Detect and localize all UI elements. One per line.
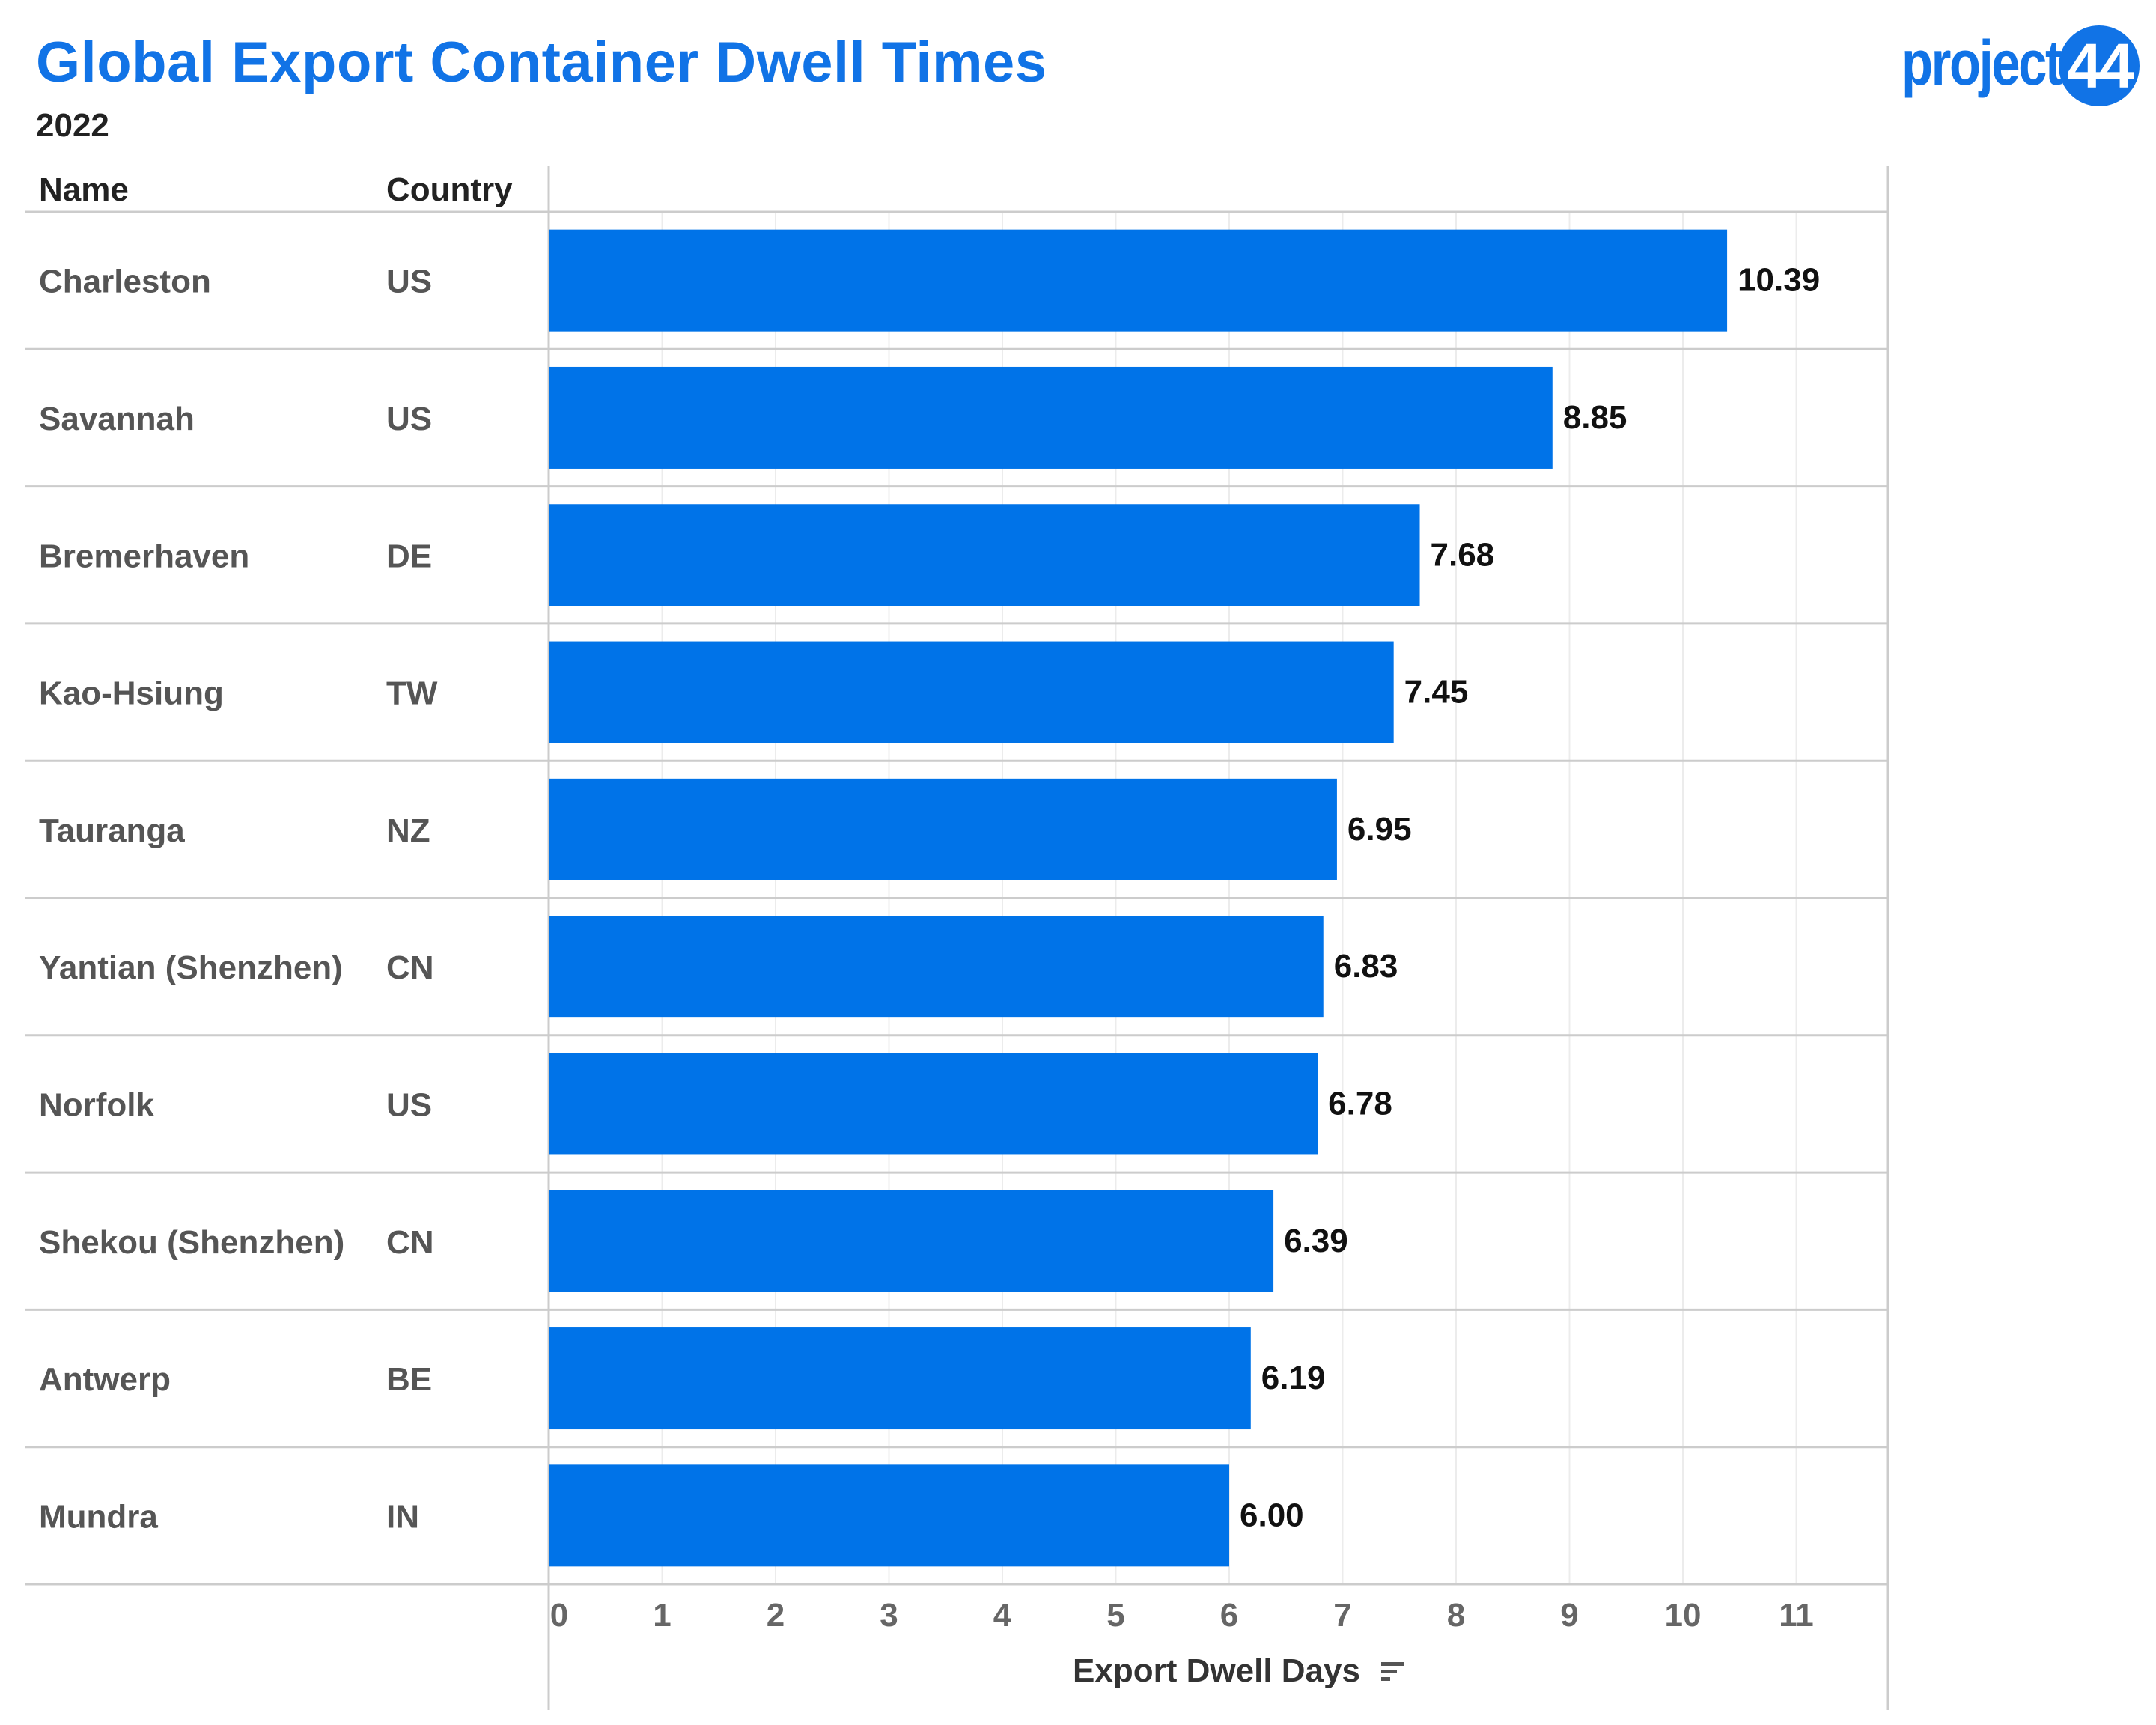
bar[interactable] <box>549 504 1420 606</box>
chart-subtitle: 2022 <box>36 107 109 144</box>
port-name: Shekou (Shenzhen) <box>39 1224 344 1261</box>
port-name: Charleston <box>39 264 211 300</box>
port-name: Norfolk <box>39 1086 155 1123</box>
bar[interactable] <box>549 229 1728 332</box>
port-name: Bremerhaven <box>39 538 249 574</box>
x-tick-label: 1 <box>653 1597 671 1634</box>
bar[interactable] <box>549 778 1337 880</box>
project44-logo: project 44 <box>1901 22 2149 112</box>
chart-title: Global Export Container Dwell Times <box>36 31 1047 94</box>
table-row[interactable]: Charleston US 10.39 <box>39 229 1820 332</box>
value-label: 6.19 <box>1261 1360 1326 1396</box>
port-country: DE <box>386 538 432 574</box>
port-country: US <box>386 264 432 300</box>
bar[interactable] <box>549 1464 1229 1567</box>
x-tick-label: 3 <box>880 1597 898 1634</box>
value-label: 6.78 <box>1328 1085 1392 1122</box>
table-row[interactable]: Tauranga NZ 6.95 <box>39 778 1412 880</box>
x-tick-label: 5 <box>1106 1597 1124 1634</box>
value-label: 6.95 <box>1348 811 1412 848</box>
bar[interactable] <box>549 1053 1318 1155</box>
port-name: Savannah <box>39 401 195 437</box>
x-axis-label: Export Dwell Days <box>1073 1652 1360 1689</box>
port-country: CN <box>386 949 434 986</box>
table-row[interactable]: Antwerp BE 6.19 <box>39 1327 1326 1430</box>
table-row[interactable]: Yantian (Shenzhen) CN 6.83 <box>39 916 1398 1018</box>
port-name: Mundra <box>39 1498 158 1535</box>
x-tick-label: 2 <box>767 1597 785 1634</box>
x-tick-label: 10 <box>1665 1597 1702 1634</box>
x-tick-label: 6 <box>1220 1597 1238 1634</box>
value-label: 6.39 <box>1284 1223 1348 1259</box>
x-tick-label: 4 <box>993 1597 1012 1634</box>
x-tick-label: 9 <box>1560 1597 1578 1634</box>
port-name: Kao-Hsiung <box>39 675 224 712</box>
table-row[interactable]: Norfolk US 6.78 <box>39 1053 1392 1155</box>
column-header-name: Name <box>39 171 129 208</box>
logo-badge: 44 <box>2059 25 2140 106</box>
port-country: CN <box>386 1224 434 1261</box>
x-tick-label: 8 <box>1447 1597 1465 1634</box>
port-country: BE <box>386 1361 432 1398</box>
x-tick-label: 7 <box>1333 1597 1351 1634</box>
x-tick-label: 0 <box>550 1597 568 1634</box>
port-country: TW <box>386 675 438 712</box>
port-name: Tauranga <box>39 812 185 849</box>
value-label: 7.45 <box>1404 674 1469 711</box>
port-country: US <box>386 1086 432 1123</box>
table-row[interactable]: Bremerhaven DE 7.68 <box>39 504 1494 606</box>
bar[interactable] <box>549 1327 1251 1430</box>
port-country: IN <box>386 1498 419 1535</box>
bar[interactable] <box>549 1190 1274 1292</box>
value-label: 7.68 <box>1431 536 1495 573</box>
port-name: Antwerp <box>39 1361 171 1398</box>
table-row[interactable]: Mundra IN 6.00 <box>39 1464 1304 1567</box>
x-tick-label: 11 <box>1779 1597 1814 1634</box>
table-row[interactable]: Kao-Hsiung TW 7.45 <box>39 641 1469 743</box>
sort-icon[interactable] <box>1381 1662 1404 1681</box>
port-country: NZ <box>386 812 430 849</box>
bar[interactable] <box>549 366 1553 469</box>
port-country: US <box>386 401 432 437</box>
value-label: 6.00 <box>1240 1497 1304 1533</box>
logo-text: project <box>1901 28 2062 98</box>
x-axis-title[interactable]: Export Dwell Days <box>1073 1652 1404 1689</box>
chart-rows: Charleston US 10.39 Savannah US 8.85 Bremerhav… <box>39 229 1820 1567</box>
table-row[interactable]: Savannah US 8.85 <box>39 366 1627 469</box>
bar[interactable] <box>549 641 1394 743</box>
bar[interactable] <box>549 916 1324 1018</box>
value-label: 8.85 <box>1563 399 1627 436</box>
table-row[interactable]: Shekou (Shenzhen) CN 6.39 <box>39 1190 1348 1292</box>
value-label: 6.83 <box>1334 948 1398 985</box>
x-axis-ticks: 0 1 2 3 4 5 6 7 8 9 10 11 <box>550 1597 1814 1634</box>
value-label: 10.39 <box>1738 262 1820 299</box>
column-header-country: Country <box>386 171 513 208</box>
port-name: Yantian (Shenzhen) <box>39 949 343 986</box>
